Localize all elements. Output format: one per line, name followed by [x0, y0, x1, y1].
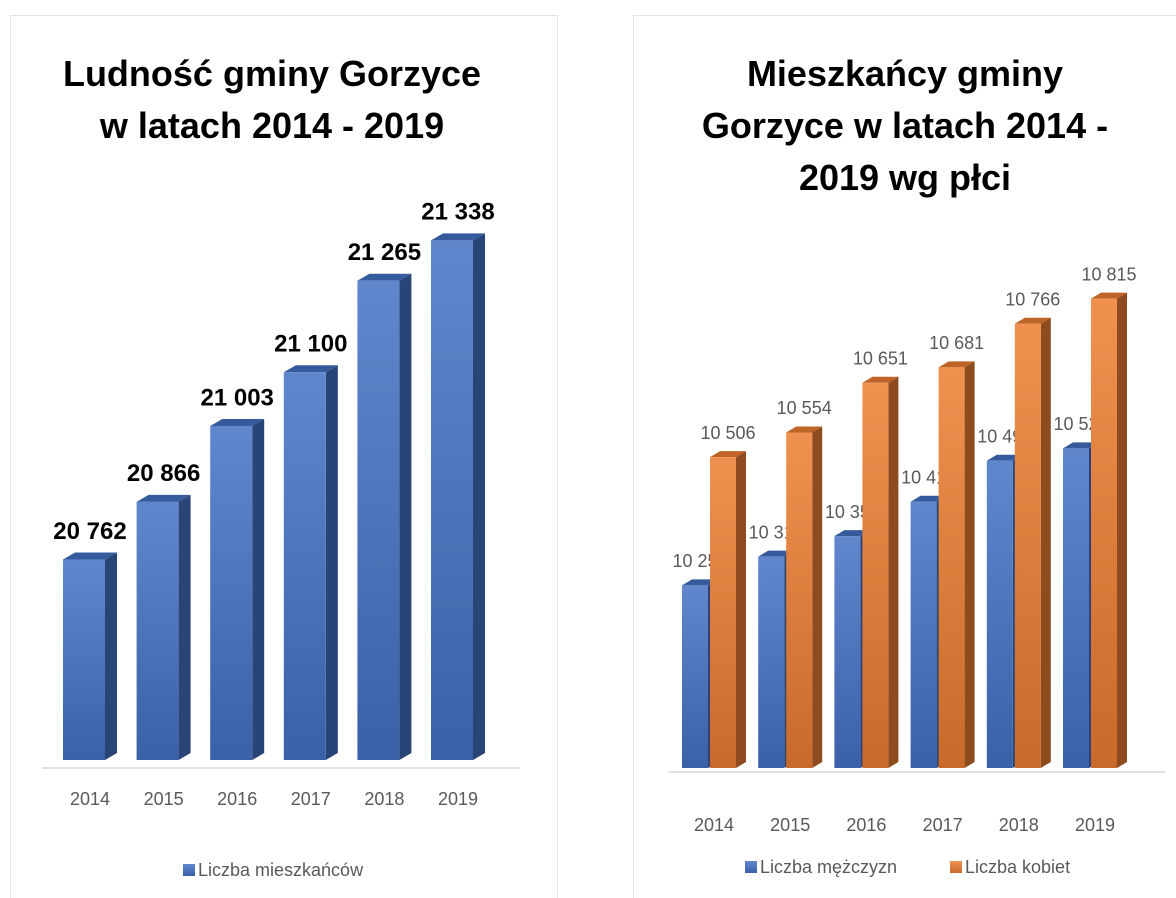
bar-side: [473, 233, 485, 760]
data-label: 10 651: [853, 348, 908, 368]
bar-side: [888, 376, 899, 768]
bar: [910, 501, 937, 768]
data-label: 20 762: [53, 518, 126, 545]
chart-title: Ludność gminy Gorzyce w latach 2014 - 20…: [62, 53, 482, 146]
data-label: 21 338: [421, 199, 494, 226]
bar-side: [812, 426, 823, 768]
x-tick-label: 2019: [1075, 815, 1115, 835]
bar-side: [105, 552, 117, 760]
legend-swatch: [183, 864, 195, 876]
bar: [758, 556, 785, 768]
data-label: 10 766: [1005, 289, 1060, 309]
chart-title: Mieszkańcy gminy Gorzyce w latach 2014 -…: [701, 53, 1109, 198]
legend-swatch: [745, 861, 757, 873]
bar: [834, 536, 861, 768]
bar: [136, 501, 179, 760]
data-label: 21 265: [348, 239, 421, 266]
bar: [862, 382, 889, 768]
bar: [431, 240, 473, 760]
x-tick-label: 2018: [364, 789, 404, 809]
x-tick-label: 2017: [291, 789, 331, 809]
bar-side: [252, 418, 265, 760]
legend-swatch: [950, 861, 962, 873]
bar-top: [986, 454, 1023, 461]
bar-side: [325, 365, 338, 760]
bar-top: [910, 495, 947, 502]
bar-top: [210, 418, 265, 426]
bar-side: [178, 494, 191, 760]
x-tick-label: 2019: [438, 789, 478, 809]
bar-top: [758, 550, 795, 557]
bar-side: [1040, 317, 1051, 768]
x-tick-label: 2014: [70, 789, 110, 809]
bar-top: [1063, 442, 1099, 449]
bar: [786, 432, 813, 768]
bar: [1014, 323, 1041, 768]
legend-label: Liczba kobiet: [965, 857, 1070, 877]
data-label: 10 554: [777, 398, 832, 418]
x-tick-label: 2017: [923, 815, 963, 835]
bar: [938, 367, 965, 768]
data-label: 21 100: [274, 331, 347, 358]
data-label: 10 681: [929, 333, 984, 353]
bar: [682, 585, 708, 768]
bar-top: [938, 361, 975, 368]
bar: [710, 457, 736, 768]
bar: [357, 280, 400, 760]
x-tick-label: 2018: [999, 815, 1039, 835]
bar-top: [786, 426, 823, 433]
bar-top: [357, 273, 412, 281]
bar-top: [1014, 317, 1051, 324]
x-tick-label: 2016: [217, 789, 257, 809]
bar: [283, 372, 326, 760]
bar-top: [862, 376, 899, 383]
bar-side: [736, 451, 746, 768]
legend-label: Liczba mieszkańców: [198, 860, 364, 880]
x-tick-label: 2015: [770, 815, 810, 835]
bar-side: [1117, 292, 1127, 768]
bar-top: [63, 552, 117, 560]
bar: [210, 425, 253, 760]
bar-top: [283, 365, 338, 373]
bar-side: [964, 361, 975, 768]
data-label: 10 815: [1081, 264, 1136, 284]
bar-top: [431, 233, 485, 241]
bar-top: [136, 494, 191, 502]
bar: [63, 559, 105, 760]
x-tick-label: 2016: [846, 815, 886, 835]
legend-label: Liczba mężczyzn: [760, 857, 897, 877]
bar: [986, 460, 1013, 768]
x-tick-label: 2015: [144, 789, 184, 809]
bar-top: [1091, 292, 1127, 299]
bar-top: [710, 451, 746, 458]
data-label: 10 506: [700, 423, 755, 443]
data-label: 20 866: [127, 460, 200, 487]
bar: [1063, 448, 1089, 768]
bar-side: [399, 273, 412, 760]
bar-top: [682, 579, 718, 586]
bar-top: [834, 530, 871, 537]
x-tick-label: 2014: [694, 815, 734, 835]
data-label: 21 003: [200, 384, 273, 411]
bar: [1091, 298, 1117, 768]
